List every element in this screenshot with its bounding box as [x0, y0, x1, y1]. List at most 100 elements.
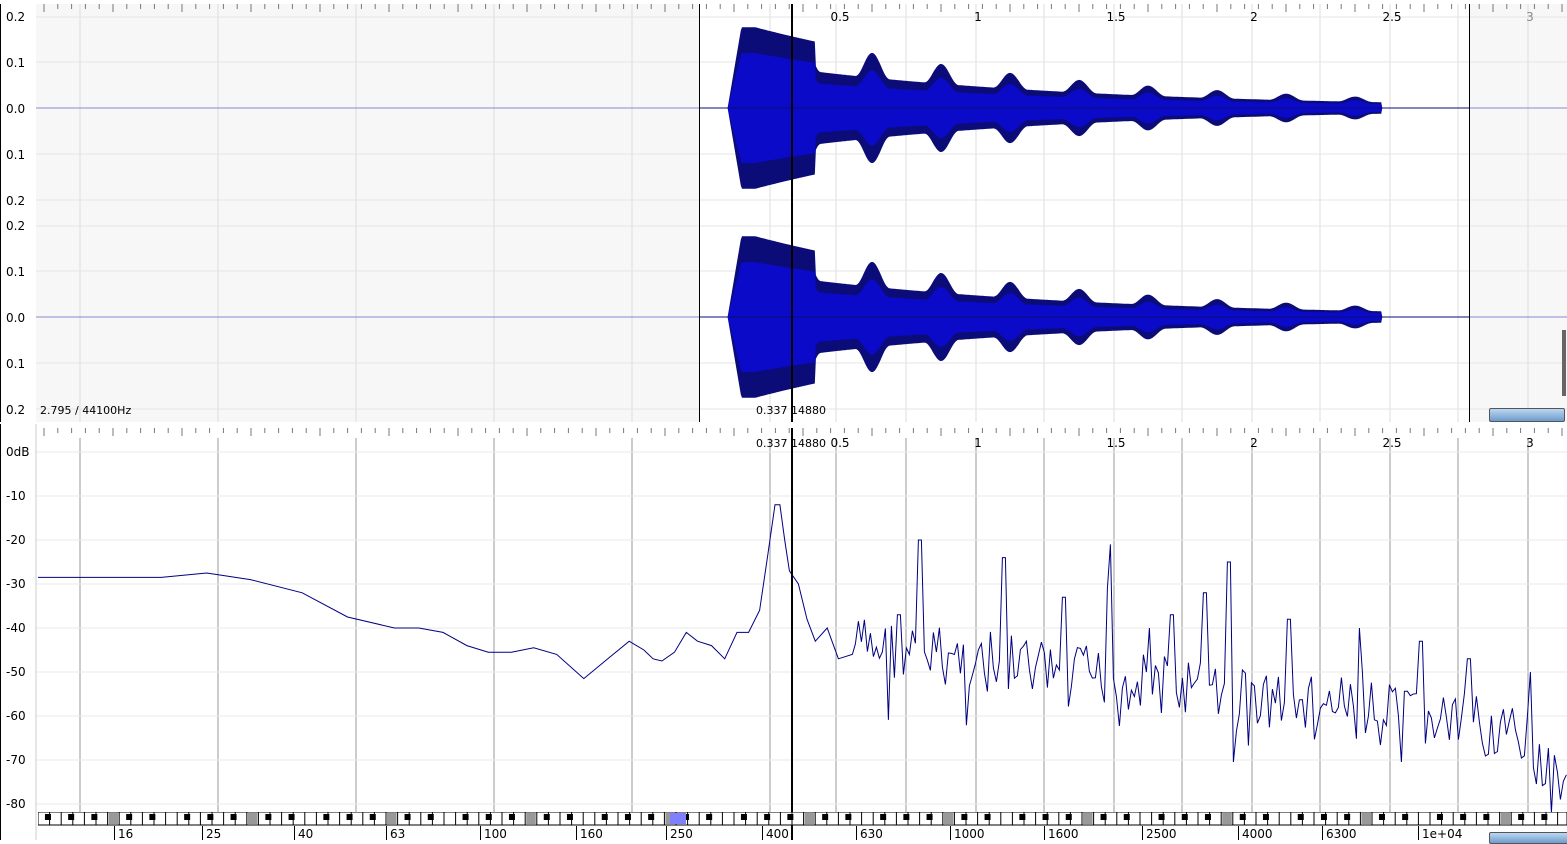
black-key[interactable]	[485, 814, 492, 820]
black-key[interactable]	[984, 814, 991, 820]
frequency-tick	[1142, 826, 1143, 840]
black-key[interactable]	[44, 814, 51, 820]
black-key[interactable]	[126, 814, 133, 820]
black-key[interactable]	[508, 814, 515, 820]
black-key[interactable]	[543, 814, 550, 820]
octave-marker-key[interactable]	[1222, 813, 1232, 824]
black-key[interactable]	[184, 814, 191, 820]
frequency-label: 1000	[954, 827, 985, 841]
spectrum-cursor-readout: 0.337 14880	[756, 437, 826, 450]
selected-key[interactable]	[670, 813, 686, 824]
black-key[interactable]	[566, 814, 573, 820]
black-key[interactable]	[230, 814, 237, 820]
black-key[interactable]	[740, 814, 747, 820]
octave-marker-key[interactable]	[526, 813, 536, 824]
waveform-zoom-scroll-thumb[interactable]	[1489, 408, 1565, 422]
black-key[interactable]	[1402, 814, 1409, 820]
waveform-view[interactable]: 0.5 1 1.5 2 2.5 3 0.2 0.1 0.0 0.1 0.2 0.2 0.1 0.0 0.1…	[0, 0, 1567, 424]
time-tick-label: 1.5	[1106, 10, 1125, 24]
frequency-tick	[950, 826, 951, 840]
black-key[interactable]	[1100, 814, 1107, 820]
black-key[interactable]	[961, 814, 968, 820]
black-key[interactable]	[648, 814, 655, 820]
piano-keys[interactable]	[38, 812, 1567, 826]
black-key[interactable]	[1541, 814, 1548, 820]
time-tick-label: 2.5	[1382, 436, 1401, 450]
black-key[interactable]	[1436, 814, 1443, 820]
black-key[interactable]	[880, 814, 887, 820]
black-key[interactable]	[764, 814, 771, 820]
octave-marker-key[interactable]	[804, 813, 815, 824]
octave-marker-key[interactable]	[943, 813, 954, 824]
frequency-label: 250	[670, 827, 693, 841]
spectrum-background	[36, 424, 1567, 840]
black-key[interactable]	[926, 814, 933, 820]
black-key[interactable]	[903, 814, 910, 820]
octave-marker-key[interactable]	[1361, 813, 1371, 824]
black-key[interactable]	[1460, 814, 1467, 820]
black-key[interactable]	[1019, 814, 1026, 820]
time-tick-label: 1.5	[1106, 436, 1125, 450]
octave-marker-key[interactable]	[1500, 813, 1511, 824]
black-key[interactable]	[1344, 814, 1351, 820]
frequency-tick	[480, 826, 481, 840]
black-key[interactable]	[706, 814, 713, 820]
black-key[interactable]	[1042, 814, 1049, 820]
black-key[interactable]	[68, 814, 75, 820]
amplitude-axis: 0.2 0.1 0.0 0.1 0.2 0.2 0.1 0.0 0.1 0.2	[6, 10, 25, 417]
frequency-label: 4000	[1242, 827, 1273, 841]
time-tick-label: 2.5	[1382, 10, 1401, 24]
frequency-tick	[386, 826, 387, 840]
black-key[interactable]	[1262, 814, 1269, 820]
black-key[interactable]	[404, 814, 411, 820]
black-key[interactable]	[845, 814, 852, 820]
black-key[interactable]	[427, 814, 434, 820]
octave-marker-key[interactable]	[387, 813, 397, 824]
amplitude-label: 0.1	[6, 148, 25, 162]
black-key[interactable]	[822, 814, 829, 820]
black-key[interactable]	[624, 814, 631, 820]
black-key[interactable]	[346, 814, 353, 820]
black-key[interactable]	[288, 814, 295, 820]
amplitude-label: 0.2	[6, 194, 25, 208]
black-key[interactable]	[1483, 814, 1490, 820]
black-key[interactable]	[601, 814, 608, 820]
black-key[interactable]	[323, 814, 330, 820]
vertical-scroll-handle[interactable]	[1562, 330, 1566, 396]
octave-marker-key[interactable]	[1083, 813, 1093, 824]
black-key[interactable]	[1181, 814, 1188, 820]
black-key[interactable]	[1158, 814, 1165, 820]
frequency-tick	[666, 826, 667, 840]
black-key[interactable]	[369, 814, 376, 820]
black-key[interactable]	[1123, 814, 1130, 820]
time-tick-label: 2	[1250, 10, 1258, 24]
octave-marker-key[interactable]	[108, 813, 119, 824]
waveform-time-ruler: 0.5 1 1.5 2 2.5 3	[43, 4, 1563, 24]
db-label: -40	[6, 621, 26, 635]
time-tick-label: 2	[1250, 436, 1258, 450]
black-key[interactable]	[1204, 814, 1211, 820]
piano-keyboard-ruler[interactable]: 16 25 40 63 100 160 250 400 630 1000 1600 2500 4000 6…	[38, 812, 1567, 841]
db-axis: 0dB -10 -20 -30 -40 -50 -60 -70 -80	[6, 445, 29, 811]
black-key[interactable]	[1297, 814, 1304, 820]
spectrum-zoom-scroll-thumb[interactable]	[1489, 832, 1567, 844]
black-key[interactable]	[1239, 814, 1246, 820]
waveform-panel[interactable]: 0.5 1 1.5 2 2.5 3 0.2 0.1 0.0 0.1 0.2 0.2 0.1 0.0 0.1…	[0, 0, 1567, 424]
black-key[interactable]	[265, 814, 272, 820]
black-key[interactable]	[1518, 814, 1525, 820]
black-key[interactable]	[1065, 814, 1072, 820]
frequency-label: 40	[298, 827, 314, 841]
frequency-tick	[856, 826, 857, 840]
black-key[interactable]	[207, 814, 214, 820]
black-key[interactable]	[149, 814, 156, 820]
amplitude-label: 0.1	[6, 56, 25, 70]
black-key[interactable]	[787, 814, 794, 820]
black-key[interactable]	[462, 814, 469, 820]
black-key[interactable]	[91, 814, 98, 820]
amplitude-label: 0.0	[6, 102, 25, 116]
black-key[interactable]	[1320, 814, 1327, 820]
black-key[interactable]	[1378, 814, 1385, 820]
spectrum-view[interactable]: 0.5 1 1.5 2 2.5 3 0dB -10 -20 -30 -40 -50 -60 -70 -80…	[0, 424, 1567, 840]
spectrum-panel[interactable]: 0.5 1 1.5 2 2.5 3 0dB -10 -20 -30 -40 -50 -60 -70 -80…	[0, 424, 1567, 840]
octave-marker-key[interactable]	[247, 813, 258, 824]
